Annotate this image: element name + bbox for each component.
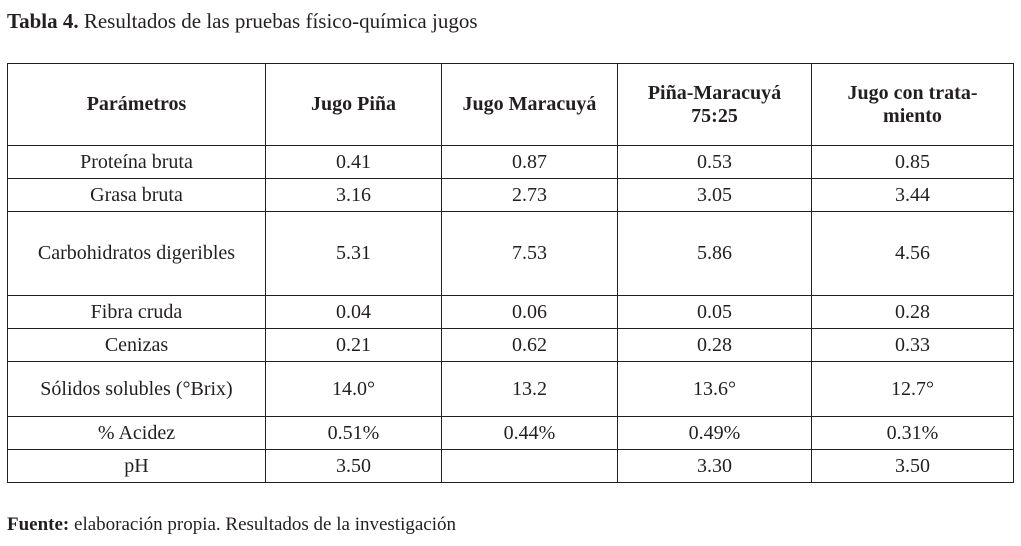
value-cell: 0.85	[811, 145, 1014, 179]
table-row: % Acidez 0.51% 0.44% 0.49% 0.31%	[7, 416, 1014, 450]
header-pina-maracuya: Piña-Maracuyá 75:25	[617, 63, 812, 146]
value-cell: 14.0°	[265, 361, 442, 417]
header-parametros: Parámetros	[7, 63, 266, 146]
value-cell: 0.87	[441, 145, 618, 179]
value-cell: 5.86	[617, 211, 812, 296]
param-cell: Cenizas	[7, 328, 266, 362]
value-cell: 0.04	[265, 295, 442, 329]
value-cell: 0.21	[265, 328, 442, 362]
value-cell: 0.06	[441, 295, 618, 329]
table-row: Sólidos solubles (°Brix) 14.0° 13.2 13.6…	[7, 361, 1014, 417]
value-cell: 5.31	[265, 211, 442, 296]
value-cell: 3.30	[617, 449, 812, 483]
value-cell: 0.31%	[811, 416, 1014, 450]
value-cell: 3.44	[811, 178, 1014, 212]
results-table: Parámetros Jugo Piña Jugo Maracuyá Piña-…	[7, 63, 1014, 483]
table-row: Carbohidratos digeribles 5.31 7.53 5.86 …	[7, 211, 1014, 296]
source-text: elaboración propia. Resultados de la inv…	[74, 514, 457, 535]
value-cell: 0.51%	[265, 416, 442, 450]
value-cell: 0.05	[617, 295, 812, 329]
table-row: Grasa bruta 3.16 2.73 3.05 3.44	[7, 178, 1014, 212]
value-cell: 4.56	[811, 211, 1014, 296]
source-note: Fuente: elaboración propia. Resultados d…	[7, 512, 456, 538]
value-cell: 0.28	[617, 328, 812, 362]
table-caption: Tabla 4. Resultados de las pruebas físic…	[7, 6, 478, 36]
source-label: Fuente:	[7, 514, 70, 535]
value-cell: 13.2	[441, 361, 618, 417]
table-row: Proteína bruta 0.41 0.87 0.53 0.85	[7, 145, 1014, 179]
param-cell: Sólidos solubles (°Brix)	[7, 361, 266, 417]
value-cell: 3.05	[617, 178, 812, 212]
param-cell: Proteína bruta	[7, 145, 266, 179]
param-cell: Carbohidratos digeribles	[7, 211, 266, 296]
value-cell: 2.73	[441, 178, 618, 212]
param-cell: Fibra cruda	[7, 295, 266, 329]
value-cell: 0.49%	[617, 416, 812, 450]
value-cell: 0.28	[811, 295, 1014, 329]
value-cell: 3.50	[265, 449, 442, 483]
value-cell: 13.6°	[617, 361, 812, 417]
header-jugo-con-tratamiento: Jugo con trata-miento	[811, 63, 1014, 146]
table-row: Fibra cruda 0.04 0.06 0.05 0.28	[7, 295, 1014, 329]
value-cell: 3.16	[265, 178, 442, 212]
value-cell: 0.44%	[441, 416, 618, 450]
caption-text: Resultados de las pruebas físico-química…	[83, 9, 478, 33]
header-row: Parámetros Jugo Piña Jugo Maracuyá Piña-…	[7, 63, 1014, 146]
header-jugo-pina: Jugo Piña	[265, 63, 442, 146]
param-cell: pH	[7, 449, 266, 483]
table-row: Cenizas 0.21 0.62 0.28 0.33	[7, 328, 1014, 362]
caption-label: Tabla 4.	[7, 9, 79, 33]
param-cell: Grasa bruta	[7, 178, 266, 212]
value-cell: 0.62	[441, 328, 618, 362]
value-cell: 0.53	[617, 145, 812, 179]
header-jugo-maracuya: Jugo Maracuyá	[441, 63, 618, 146]
value-cell: 0.41	[265, 145, 442, 179]
value-cell: 7.53	[441, 211, 618, 296]
value-cell: 12.7°	[811, 361, 1014, 417]
value-cell: 3.50	[811, 449, 1014, 483]
table-row: pH 3.50 3.30 3.50	[7, 449, 1014, 483]
value-cell: 0.33	[811, 328, 1014, 362]
param-cell: % Acidez	[7, 416, 266, 450]
value-cell	[441, 449, 618, 483]
